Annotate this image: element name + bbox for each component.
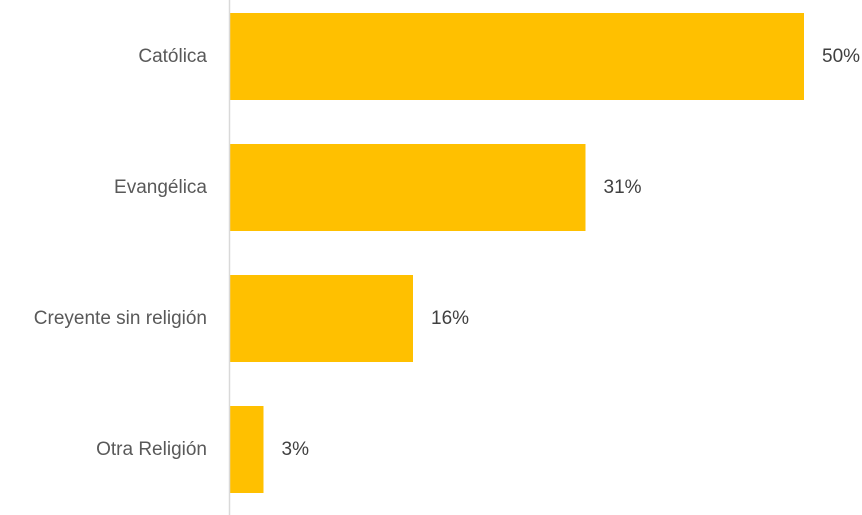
category-label-3: Otra Religión (96, 439, 207, 460)
category-labels: Católica Evangélica Creyente sin religión O… (34, 46, 208, 460)
bar-3 (229, 406, 264, 493)
bar-2 (229, 275, 413, 362)
bars-layer (229, 13, 804, 493)
value-labels: 50% 31% 16% 3% (282, 46, 861, 460)
category-label-1: Evangélica (114, 177, 207, 198)
value-label-3: 3% (282, 439, 310, 460)
value-label-2: 16% (431, 308, 469, 329)
bar-0 (229, 13, 804, 100)
category-label-0: Católica (138, 46, 207, 67)
value-label-0: 50% (822, 46, 860, 67)
value-label-1: 31% (604, 177, 642, 198)
bar-1 (229, 144, 586, 231)
category-label-2: Creyente sin religión (34, 308, 207, 329)
